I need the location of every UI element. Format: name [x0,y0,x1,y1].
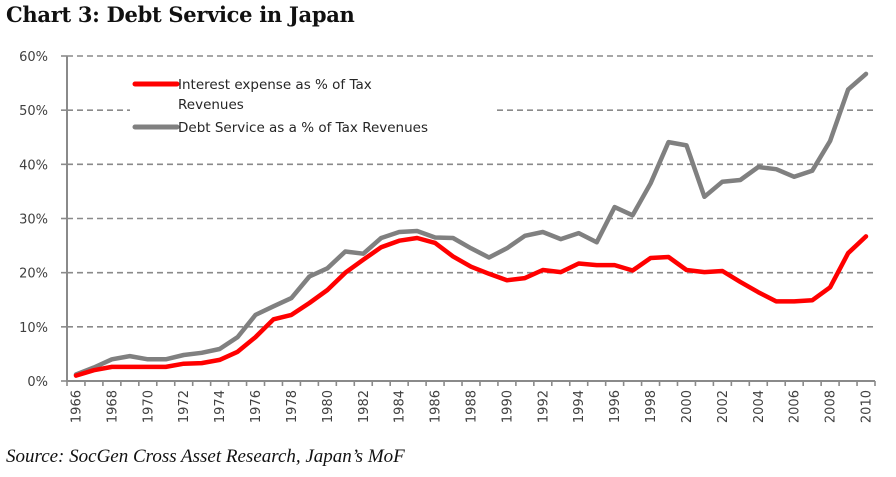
y-tick-label: 30% [19,213,48,228]
legend-label-interest-line2: Revenues [178,97,244,113]
x-tick-label: 1972 [177,390,192,423]
y-tick-label: 0% [27,375,48,390]
x-tick-label: 1988 [465,390,480,423]
x-tick-label: 1980 [321,390,336,423]
y-axis-labels: 0% 10% 20% 30% 40% 50% 60% [19,50,48,390]
x-tick-label: 1976 [249,390,264,423]
x-tick-label: 1974 [213,390,228,423]
chart-title: Chart 3: Debt Service in Japan [6,2,355,27]
x-tick-label: 2006 [788,390,803,423]
x-tick-label: 2000 [680,390,695,423]
series-lines [73,71,869,378]
x-tick-label: 1986 [429,390,444,423]
x-axis-labels: 1966 1968 1970 1972 1974 1976 1978 1980 1982 1984… [69,390,874,423]
legend-background [130,72,497,140]
y-tick-label: 40% [19,158,48,173]
series-line-interest [73,234,869,378]
x-tick-label: 1966 [69,390,84,423]
x-tick-label: 2008 [824,390,839,423]
y-tick-label: 10% [19,321,48,336]
gridlines [67,55,875,328]
x-tick-label: 1968 [105,390,120,423]
chart-source: Source: SocGen Cross Asset Research, Jap… [6,446,405,467]
x-tick-label: 1982 [357,390,372,423]
x-tick-label: 2002 [716,390,731,423]
x-tick-label: 1998 [644,390,659,423]
legend: Interest expense as % of Tax Revenues De… [130,72,497,140]
x-tick-label: 1992 [536,390,551,423]
x-tick-label: 1990 [500,390,515,423]
x-tick-label: 1984 [393,390,408,423]
series-line-debt-service [73,71,869,377]
y-tick-label: 20% [19,267,48,282]
x-tick-label: 1994 [572,390,587,423]
axes [61,55,876,386]
y-tick-label: 50% [19,104,48,119]
legend-label-interest-line1: Interest expense as % of Tax [178,77,372,93]
legend-label-debt-service: Debt Service as a % of Tax Revenues [178,120,428,136]
x-tick-label: 1970 [141,390,156,423]
y-tick-label: 60% [19,50,48,65]
x-tick-label: 2004 [752,390,767,423]
x-tick-label: 2010 [860,390,875,423]
x-tick-label: 1978 [285,390,300,423]
x-tick-label: 1996 [608,390,623,423]
